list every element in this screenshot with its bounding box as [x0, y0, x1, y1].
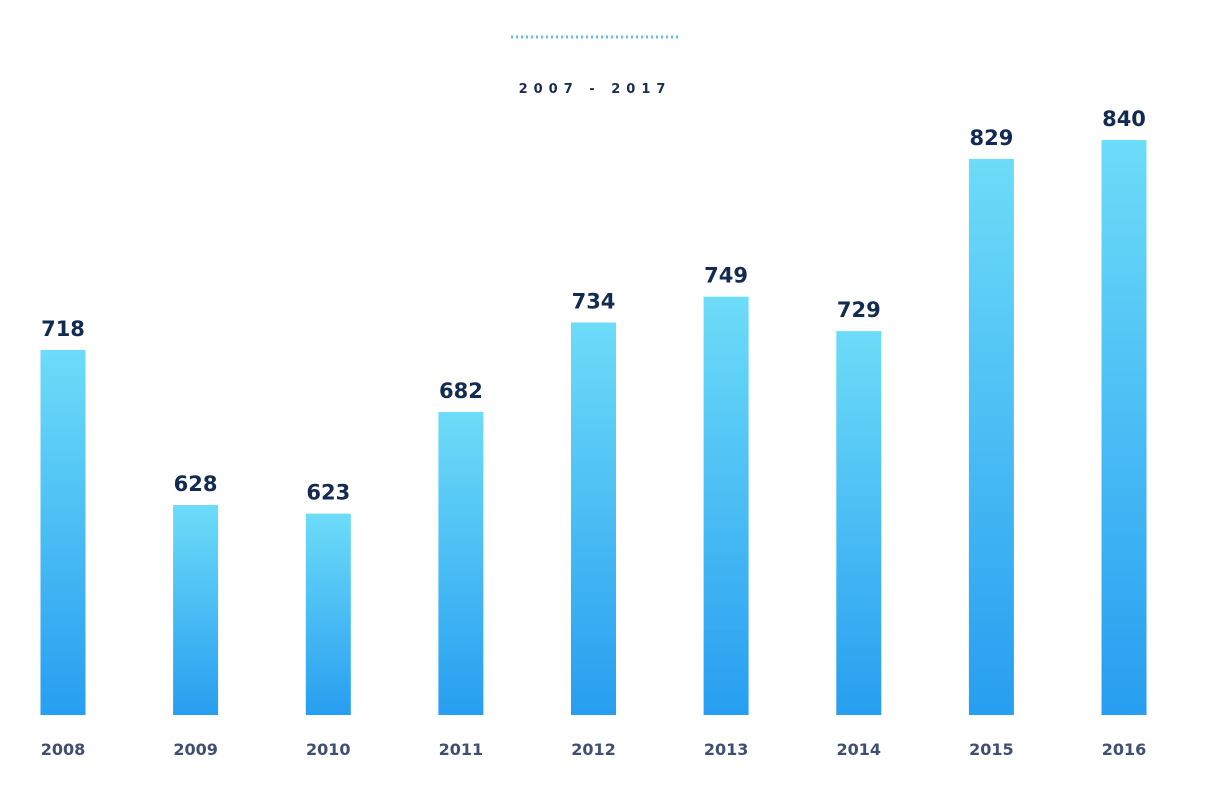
x-tick-label-2015: 2015	[969, 740, 1014, 759]
bar-2012	[571, 322, 616, 715]
x-tick-label-2014: 2014	[837, 740, 882, 759]
x-tick-label-2011: 2011	[439, 740, 484, 759]
value-label-2015: 829	[969, 126, 1013, 150]
bar-2011	[438, 412, 484, 715]
x-tick-label-2012: 2012	[571, 740, 616, 759]
x-tick-label-2010: 2010	[306, 740, 351, 759]
value-labels-group: 718 628 623 682 734 749 729 829 840	[41, 107, 1146, 505]
chart-subtitle: 2007 - 2017	[519, 82, 672, 97]
value-label-2009: 628	[174, 472, 218, 496]
value-label-2008: 718	[41, 317, 85, 341]
bar-2013	[703, 296, 749, 715]
value-label-2011: 682	[439, 379, 483, 403]
value-label-2013: 749	[704, 264, 748, 288]
bar-2015	[968, 158, 1014, 715]
value-label-2014: 729	[837, 298, 881, 322]
x-tick-labels-group: 2008 2009 2010 2011 2012 2013 2014 2015 2016	[41, 740, 1147, 759]
x-tick-label-2013: 2013	[704, 740, 749, 759]
bars-group	[40, 140, 1147, 715]
x-tick-label-2016: 2016	[1102, 740, 1147, 759]
bar-2010	[305, 513, 351, 715]
value-label-2012: 734	[572, 290, 616, 314]
x-tick-label-2008: 2008	[41, 740, 86, 759]
bar-2009	[173, 505, 219, 715]
bar-2008	[40, 350, 86, 715]
bar-2014	[836, 331, 882, 715]
bar-2016	[1101, 140, 1147, 715]
x-tick-label-2009: 2009	[173, 740, 218, 759]
value-label-2010: 623	[306, 481, 350, 505]
value-label-2016: 840	[1102, 107, 1146, 131]
